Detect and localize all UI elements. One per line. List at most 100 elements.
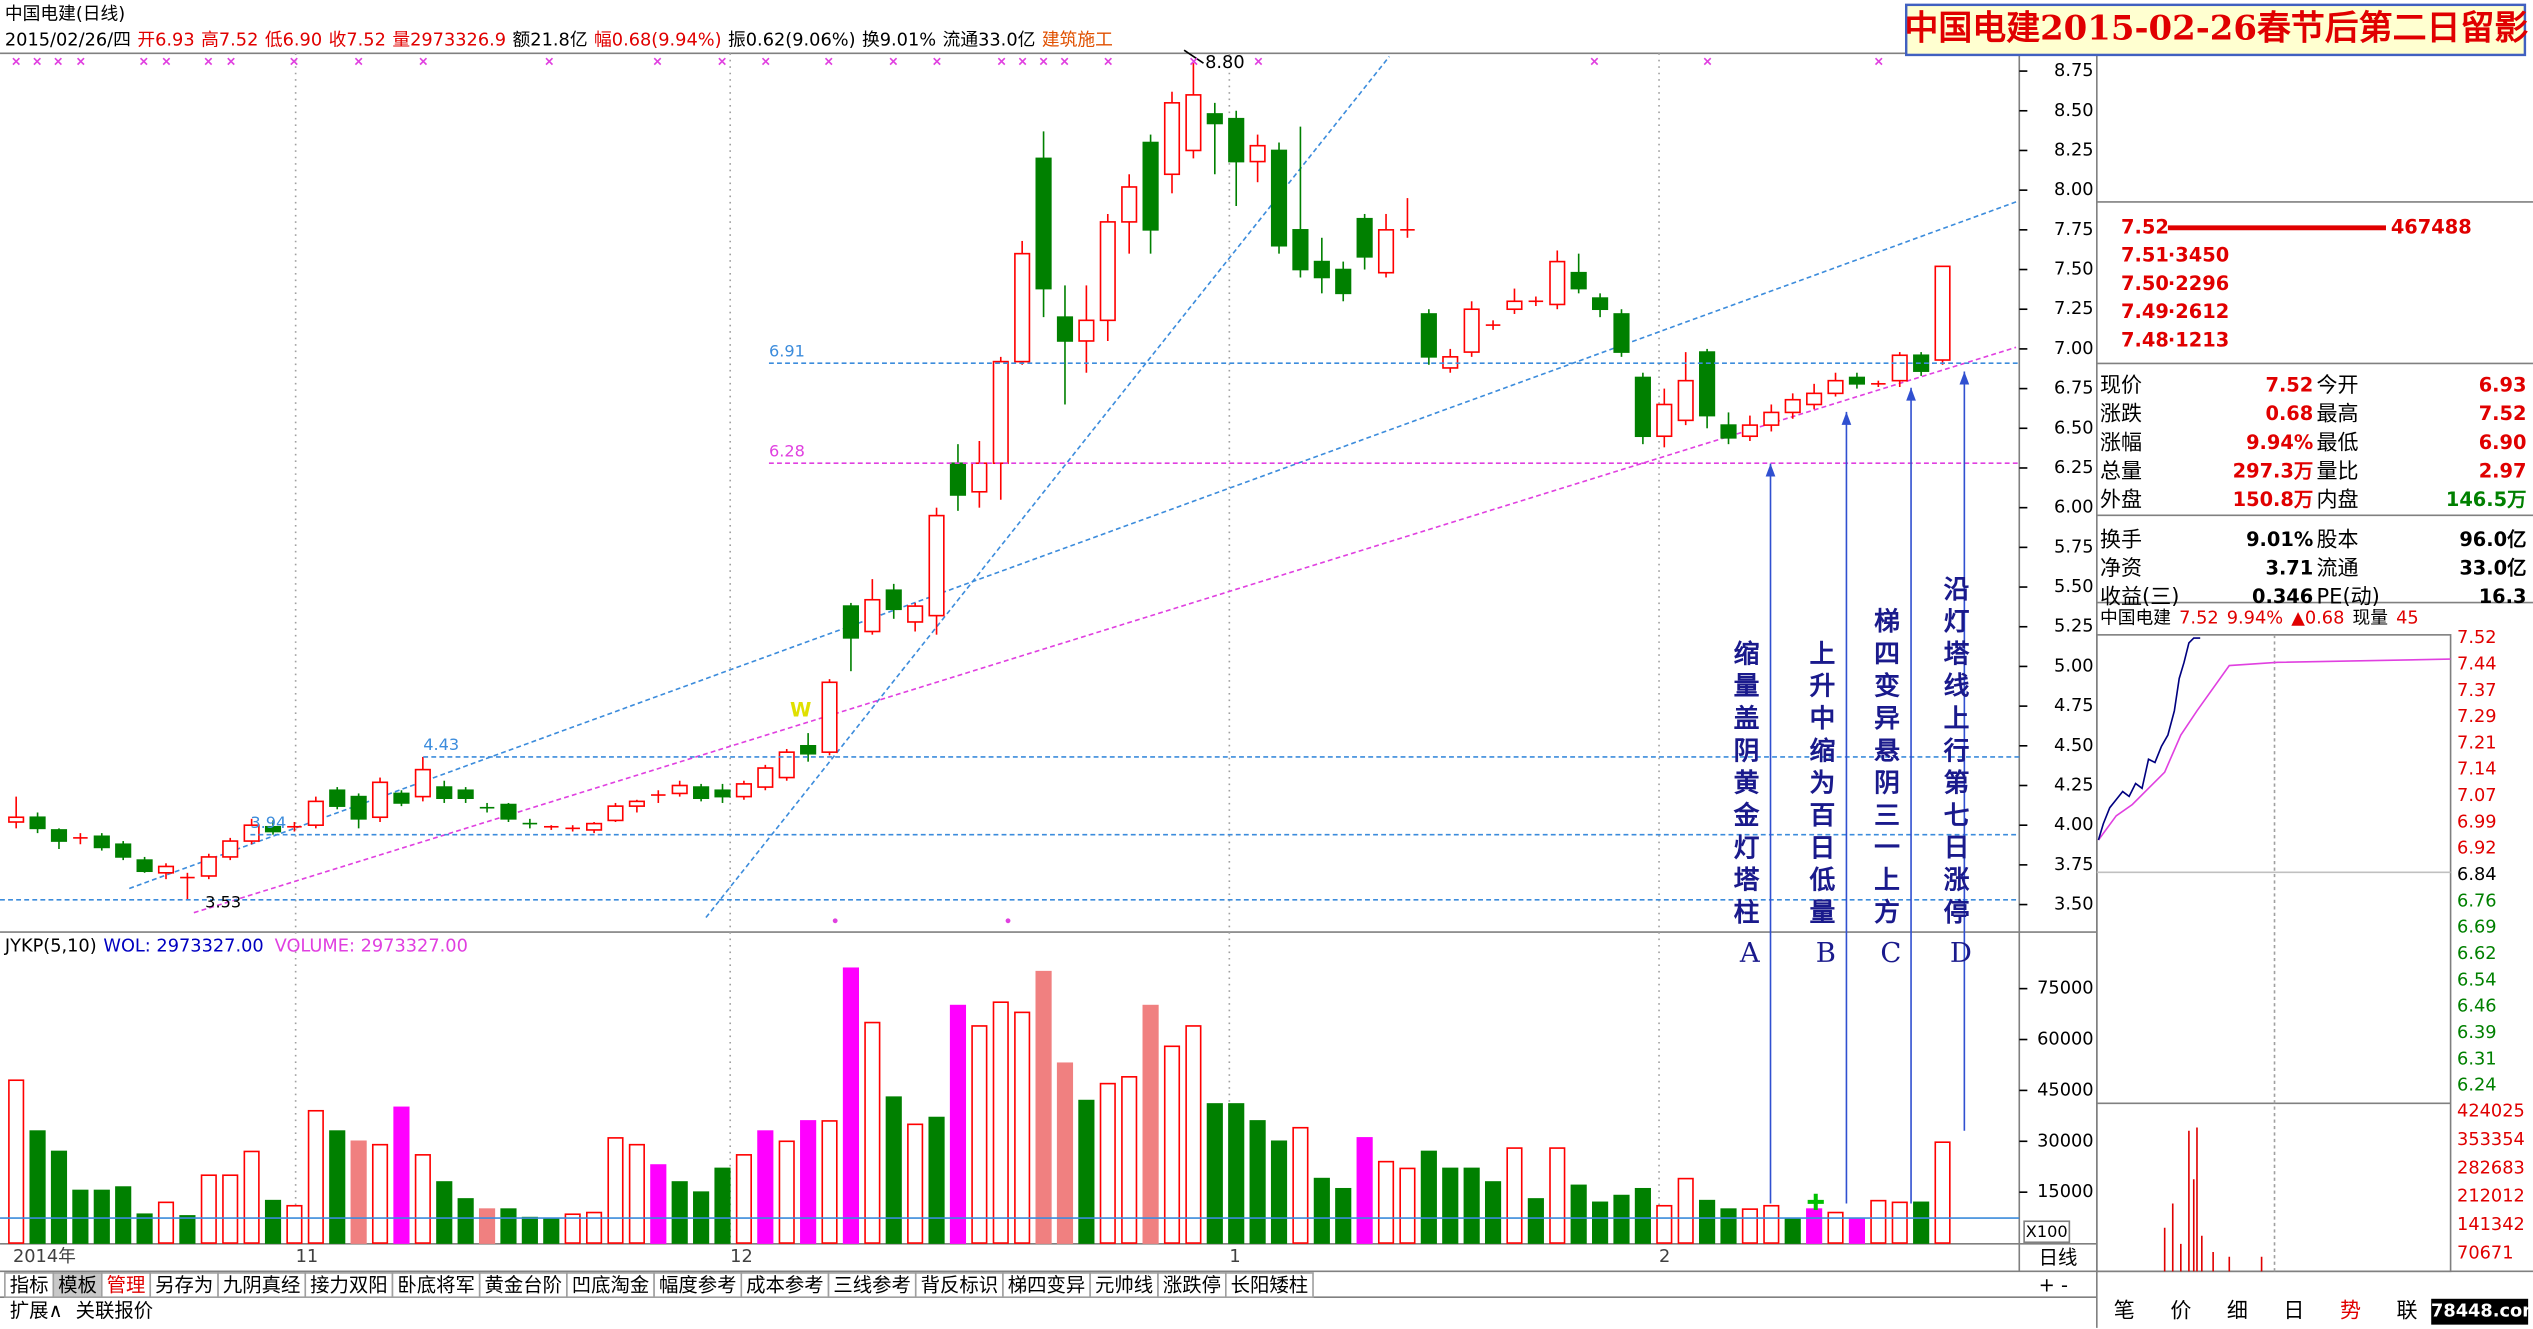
tab[interactable] xyxy=(478,1272,568,1298)
volume-bar xyxy=(457,1198,474,1244)
mini-price-label: 6.31 xyxy=(2457,1049,2497,1069)
tab-label[interactable]: 元帅线 xyxy=(1095,1273,1153,1296)
y-tick-label: 15000 xyxy=(2037,1182,2093,1202)
panel-button[interactable]: 联 xyxy=(2396,1299,2417,1323)
tab-label[interactable]: 成本参考 xyxy=(746,1273,824,1296)
header-segment: 开6.93 xyxy=(137,30,194,50)
volume-bar xyxy=(1142,1004,1159,1244)
panel-button[interactable]: 日 xyxy=(2283,1299,2304,1323)
stat-label: 涨跌 xyxy=(2100,402,2142,426)
volume-bar xyxy=(1720,1208,1737,1244)
panel-button[interactable]: 细 xyxy=(2227,1299,2248,1323)
tab-label[interactable]: 幅度参考 xyxy=(659,1273,737,1296)
candle-body xyxy=(1335,268,1352,295)
candle-body xyxy=(1056,316,1074,342)
candle-body xyxy=(1699,351,1716,417)
tab-label[interactable]: 指标 xyxy=(10,1273,49,1296)
tab[interactable] xyxy=(149,1272,219,1298)
tab-label[interactable]: 梯四变异 xyxy=(1008,1273,1086,1296)
header-segment: 低6.90 xyxy=(265,29,322,50)
tab-label[interactable]: 涨跌停 xyxy=(1163,1273,1221,1296)
tab-label[interactable]: 凹底淘金 xyxy=(572,1273,650,1296)
volume-bar xyxy=(1228,1103,1245,1244)
mini-price-label: 6.62 xyxy=(2457,944,2497,964)
candle-body xyxy=(222,840,239,858)
stat-value: 0.68 xyxy=(2265,402,2313,425)
tab-label[interactable]: 模板 xyxy=(58,1273,97,1296)
tab[interactable] xyxy=(566,1272,655,1298)
panel-button[interactable]: 笔 xyxy=(2114,1299,2135,1323)
candle-body xyxy=(1549,260,1566,306)
candle-body xyxy=(1078,319,1095,342)
candle-body xyxy=(607,805,624,822)
tab-label[interactable]: 扩展∧ xyxy=(10,1299,63,1322)
top-marker xyxy=(76,57,85,66)
tab[interactable] xyxy=(1225,1272,1314,1298)
candle-body xyxy=(1121,186,1138,223)
y-tick-label: 7.25 xyxy=(2054,299,2094,319)
y-tick-label: 60000 xyxy=(2037,1030,2093,1050)
mini-volume-label: 353354 xyxy=(2457,1130,2525,1150)
candle-body xyxy=(1741,424,1758,438)
legend-entry: WOL: 2973327.00 xyxy=(103,937,263,957)
tab-label[interactable]: 接力双阳 xyxy=(310,1273,388,1296)
volume-bar xyxy=(1656,1204,1673,1244)
y-tick-label: 7.50 xyxy=(2054,260,2094,280)
tab[interactable] xyxy=(1157,1272,1227,1298)
candle-body xyxy=(992,360,1009,465)
volume-bar xyxy=(200,1174,217,1244)
book-price: 7.51 xyxy=(2121,244,2169,267)
volume-bar xyxy=(1570,1184,1587,1244)
volume-bar xyxy=(264,1199,282,1244)
candle-body xyxy=(1163,102,1181,176)
volume-bar xyxy=(1784,1218,1801,1244)
scroll-controls[interactable]: + - xyxy=(2039,1273,2068,1296)
top-marker xyxy=(824,57,833,66)
panel-button[interactable]: 价 xyxy=(2170,1299,2191,1323)
note-text: 上升中缩为百日低量 xyxy=(1805,639,1836,930)
book-volume: ·2296 xyxy=(2168,272,2229,295)
stat-label: 今开 xyxy=(2317,373,2359,397)
tab-label[interactable]: 黄金台阶 xyxy=(485,1273,563,1296)
header-segment: 换9.01% xyxy=(862,29,936,50)
stat-value: 9.01% xyxy=(2246,528,2313,551)
tab[interactable] xyxy=(391,1272,481,1298)
tab[interactable] xyxy=(52,1272,103,1298)
stat-label: 收益(三) xyxy=(2100,585,2179,609)
candle-body xyxy=(821,681,838,753)
unit-label: X100 xyxy=(2026,1222,2068,1241)
tab-label[interactable]: 管理 xyxy=(107,1273,146,1296)
candle-body xyxy=(1377,229,1395,274)
stat-value: 16.3 xyxy=(2479,585,2527,608)
tab-label[interactable]: 另存为 xyxy=(155,1273,213,1296)
volume-bar xyxy=(1356,1137,1373,1244)
tab-label[interactable]: 三线参考 xyxy=(833,1273,911,1296)
tab-label[interactable]: 关联报价 xyxy=(76,1299,154,1322)
candle-body xyxy=(628,800,645,807)
panel-button[interactable]: 势 xyxy=(2340,1299,2361,1323)
tab[interactable] xyxy=(217,1272,307,1298)
volume-bar xyxy=(1249,1120,1266,1244)
mini-chart-frame xyxy=(2096,634,2452,1273)
mini-volume xyxy=(2163,1127,2263,1272)
volume-bar xyxy=(564,1213,581,1244)
tab[interactable] xyxy=(914,1272,1004,1298)
volume-bar xyxy=(1099,1082,1116,1244)
tab-label[interactable]: 九阴真经 xyxy=(223,1273,301,1296)
volume-bar xyxy=(821,1120,838,1244)
volume-bar xyxy=(1934,1141,1951,1244)
top-marker xyxy=(12,57,20,66)
y-tick-label: 3.75 xyxy=(2054,855,2094,875)
tab-label[interactable]: 背反标识 xyxy=(921,1273,999,1296)
volume-bar xyxy=(179,1215,196,1244)
candle-body xyxy=(8,816,25,823)
volume-bar xyxy=(1613,1194,1630,1244)
header-segment: 中国电建 xyxy=(2100,608,2171,629)
tab-label[interactable]: 卧底将军 xyxy=(397,1273,475,1296)
top-marker xyxy=(139,57,148,66)
y-tick-label: 5.50 xyxy=(2054,577,2094,597)
tab-label[interactable]: 长阳矮柱 xyxy=(1231,1273,1309,1296)
note-text: 梯四变异悬阴三一上方 xyxy=(1870,607,1900,930)
candle-body xyxy=(200,856,217,877)
